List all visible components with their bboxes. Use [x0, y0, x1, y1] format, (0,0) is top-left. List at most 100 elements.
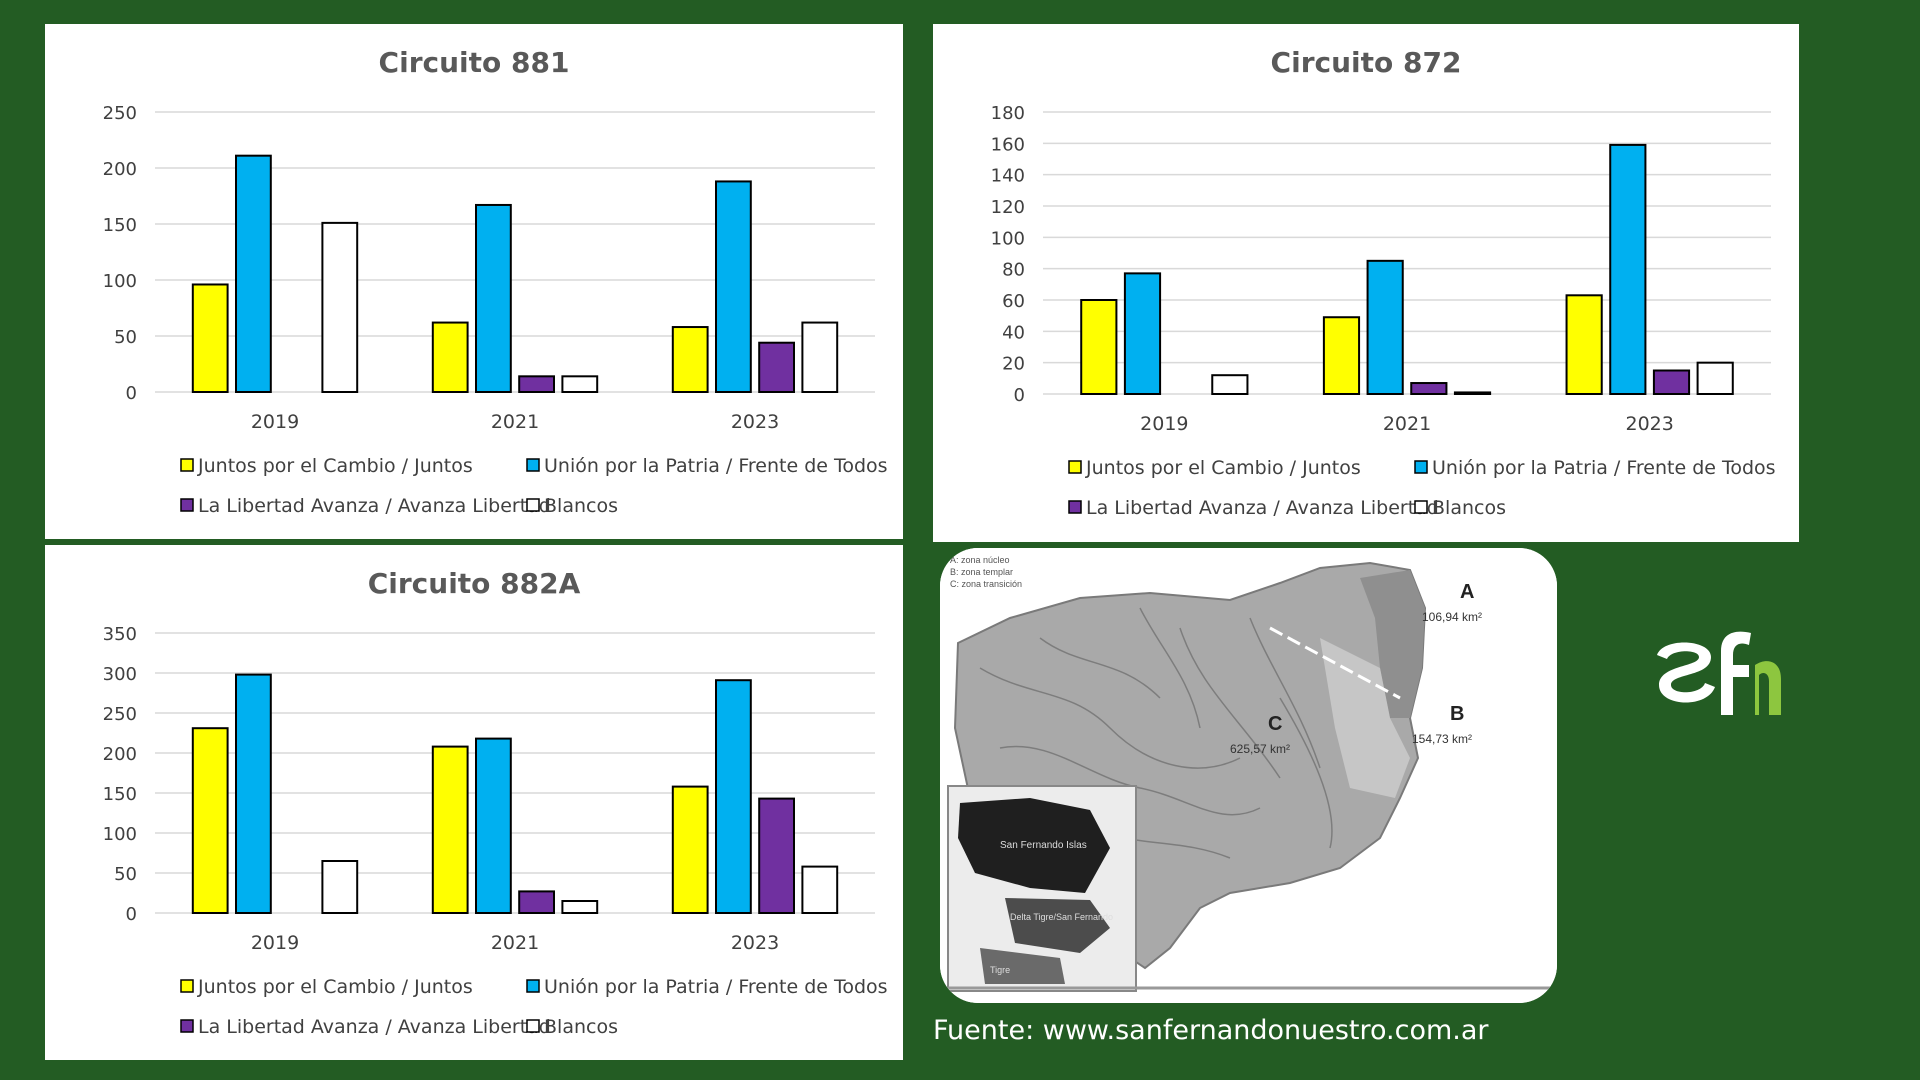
chart-svg: Circuito 882A 0 50 100 150 200 250 300 350 2019 20… [103, 567, 888, 1038]
bar [1322, 316, 1361, 396]
legend-label: Unión por la Patria / Frente de Todos [544, 455, 888, 477]
legend-label: La Libertad Avanza / Avanza Libertad [198, 1016, 551, 1038]
y-tick-label: 300 [103, 664, 137, 685]
x-tick-label: 2021 [1383, 413, 1431, 435]
bar [758, 341, 796, 393]
y-tick-label: 140 [991, 166, 1025, 187]
bar [758, 797, 796, 915]
legend-swatch [180, 458, 194, 472]
y-tick-label: 120 [991, 197, 1025, 218]
x-tick-label: 2021 [491, 411, 539, 433]
zone-letter-a: A [1460, 581, 1474, 603]
chart-title: Circuito 881 [379, 46, 570, 79]
bar [1211, 374, 1249, 396]
map-svg: A: zona núcleo B: zona templar C: zona t… [940, 548, 1557, 1003]
y-tick-label: 350 [103, 624, 137, 645]
bar [671, 785, 709, 915]
bar [1696, 361, 1734, 395]
y-tick-label: 160 [991, 134, 1025, 155]
bar [1123, 272, 1162, 395]
x-tick-label: 2019 [251, 411, 299, 433]
zone-letter-c: C [1268, 713, 1282, 735]
x-tick-label: 2023 [731, 932, 779, 954]
x-tick-label: 2023 [1625, 413, 1673, 435]
legend-swatch [1068, 460, 1082, 474]
bar [1410, 382, 1448, 395]
chart-circuito-881: Circuito 881 0 50 100 150 200 250 2019 2021 2023 J… [45, 24, 903, 539]
bar [715, 180, 752, 393]
x-tick-label: 2021 [491, 932, 539, 954]
sfn-logo [1657, 631, 1781, 715]
legend-swatch [180, 1019, 194, 1033]
zone-area-a: 106,94 km² [1422, 610, 1482, 624]
bar [191, 727, 229, 914]
y-tick-label: 100 [103, 824, 137, 845]
legend-label: Juntos por el Cambio / Juntos [1085, 457, 1361, 479]
bar [1565, 294, 1603, 395]
chart-circuito-872: Circuito 872 0 20 40 60 80 100 120 140 160 180 2019… [933, 24, 1799, 542]
bar [475, 737, 512, 914]
y-tick-label: 250 [103, 103, 137, 124]
delta-zone-map: A: zona núcleo B: zona templar C: zona t… [940, 548, 1557, 1003]
legend-label: Unión por la Patria / Frente de Todos [1432, 457, 1776, 479]
bar [191, 283, 229, 394]
chart-title: Circuito 882A [368, 567, 581, 600]
map-legend-item: B: zona templar [950, 567, 1013, 577]
y-tick-label: 0 [126, 904, 137, 925]
y-tick-label: 20 [1002, 354, 1025, 375]
y-tick-label: 100 [103, 271, 137, 292]
legend-label: Juntos por el Cambio / Juntos [197, 455, 473, 477]
bar [235, 673, 272, 914]
legend-swatch [526, 1019, 540, 1033]
legend-label: Blancos [1432, 497, 1506, 519]
y-tick-label: 250 [103, 704, 137, 725]
y-tick-label: 150 [103, 784, 137, 805]
y-tick-label: 50 [114, 327, 137, 348]
y-tick-label: 200 [103, 744, 137, 765]
legend-swatch [526, 458, 540, 472]
zone-area-b: 154,73 km² [1412, 732, 1472, 746]
legend-swatch [180, 498, 194, 512]
chart-svg: Circuito 881 0 50 100 150 200 250 2019 2021 2023 J… [103, 46, 888, 517]
y-tick-label: 100 [991, 228, 1025, 249]
zone-letter-b: B [1450, 703, 1464, 725]
legend-swatch [180, 979, 194, 993]
bar [671, 326, 709, 394]
legend-label: Blancos [544, 1016, 618, 1038]
bar [235, 154, 272, 393]
legend-swatch [1414, 500, 1428, 514]
inset-label: San Fernando Islas [1000, 840, 1087, 851]
legend-swatch [1068, 500, 1082, 514]
chart-title: Circuito 872 [1271, 46, 1462, 79]
legend-swatch [526, 979, 540, 993]
bar [321, 221, 359, 393]
y-tick-label: 50 [114, 864, 137, 885]
x-tick-label: 2023 [731, 411, 779, 433]
y-tick-label: 150 [103, 215, 137, 236]
inset-label: Delta Tigre/San Fernando [1010, 912, 1113, 922]
chart-circuito-882a: Circuito 882A 0 50 100 150 200 250 300 350 2019 20… [45, 545, 903, 1060]
bar [561, 900, 599, 914]
x-tick-label: 2019 [1140, 413, 1188, 435]
bar [1080, 299, 1118, 395]
chart-svg: Circuito 872 0 20 40 60 80 100 120 140 160 180 2019… [991, 46, 1776, 519]
bar [1453, 391, 1492, 395]
y-tick-label: 40 [1002, 322, 1025, 343]
map-legend-item: C: zona transición [950, 579, 1022, 589]
bar [801, 321, 839, 393]
source-caption: Fuente: www.sanfernandonuestro.com.ar [933, 1015, 1489, 1046]
bar [1652, 369, 1691, 395]
y-tick-label: 180 [991, 103, 1025, 124]
bar [561, 375, 599, 394]
legend-swatch [526, 498, 540, 512]
bar [475, 203, 512, 393]
bar [1366, 259, 1404, 395]
bar [715, 679, 752, 914]
bar [431, 745, 469, 914]
legend-label: Unión por la Patria / Frente de Todos [544, 976, 888, 998]
bar [801, 865, 839, 915]
legend-label: La Libertad Avanza / Avanza Libertad [198, 495, 551, 517]
y-tick-label: 0 [1014, 385, 1025, 406]
x-tick-label: 2019 [251, 932, 299, 954]
legend-swatch [1414, 460, 1428, 474]
